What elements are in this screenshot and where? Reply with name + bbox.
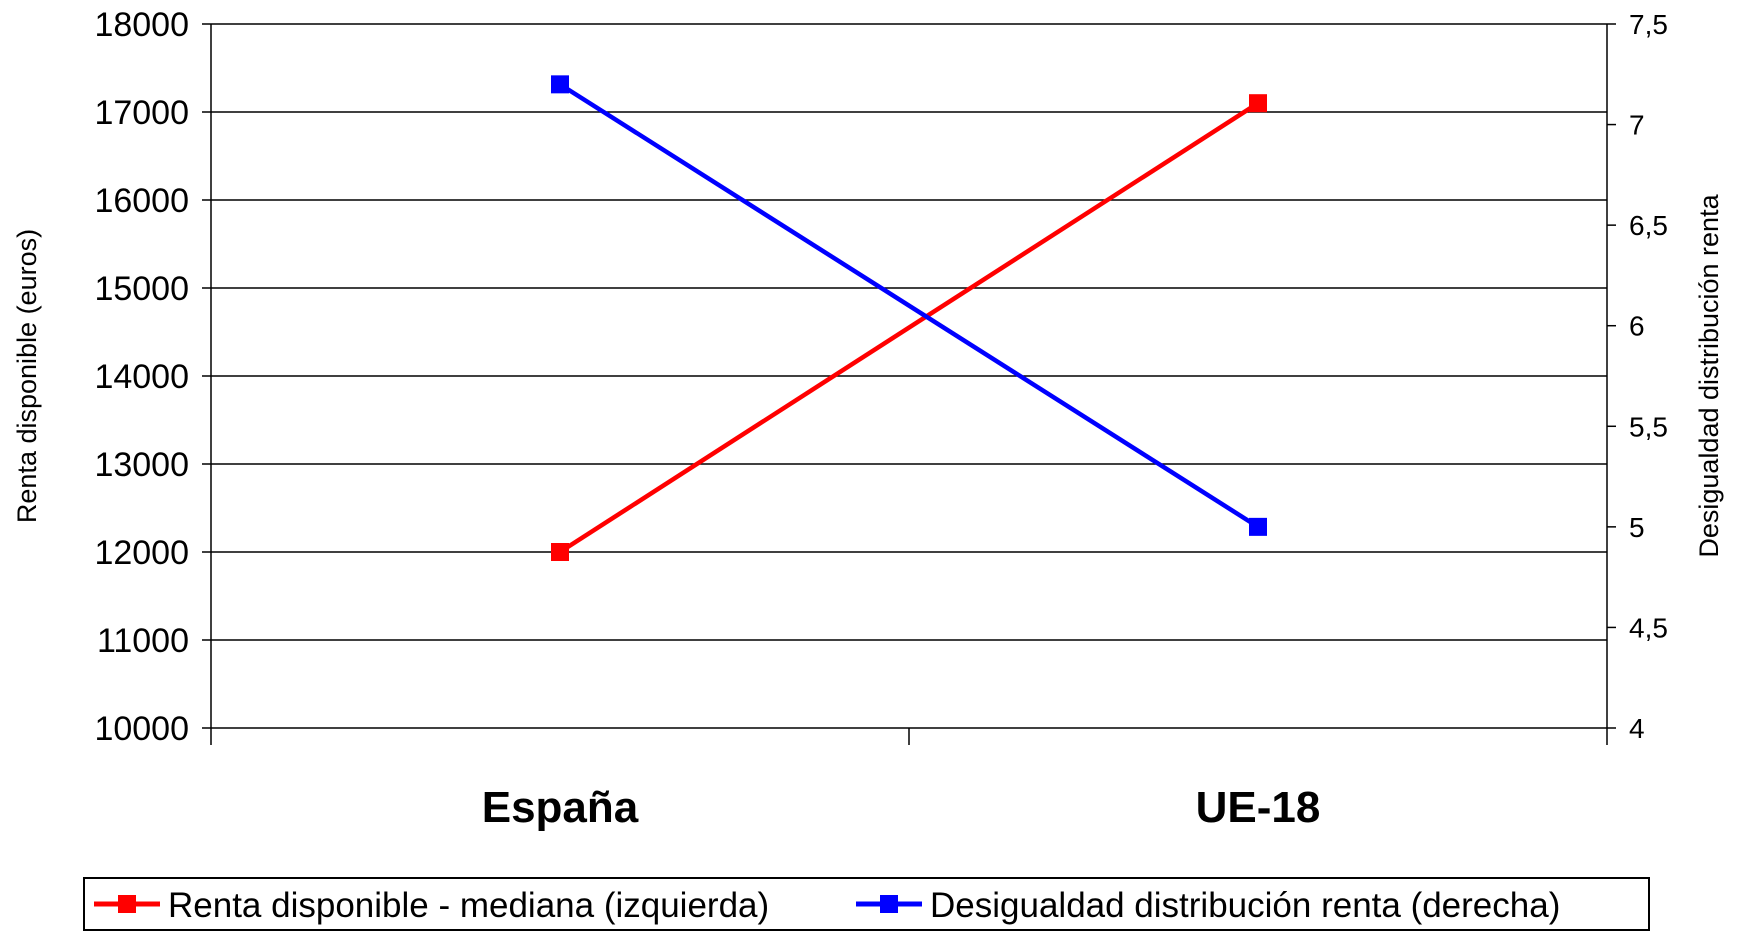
data-point-marker: [1249, 94, 1267, 113]
left-tick-label: 15000: [94, 270, 189, 308]
series-line: [558, 101, 1260, 554]
legend-label: Renta disponible - mediana (izquierda): [168, 886, 769, 925]
gridlines: [211, 23, 1607, 641]
left-tick-label: 14000: [94, 358, 189, 396]
right-tick-label: 4,5: [1629, 612, 1668, 643]
legend-marker-swatch: [880, 895, 898, 913]
data-point-marker: [551, 543, 569, 561]
right-tick-label: 6: [1629, 311, 1645, 342]
left-tick-label: 17000: [94, 94, 189, 132]
axes: [210, 24, 1608, 745]
left-tick-label: 10000: [94, 710, 189, 748]
left-tick-label: 12000: [94, 534, 189, 572]
left-tick-label: 13000: [94, 446, 189, 484]
series-lines: [551, 75, 1267, 561]
category-label: UE-18: [1196, 783, 1321, 832]
legend-marker-swatch: [118, 895, 136, 913]
left-axis-title: Renta disponible (euros): [12, 229, 42, 523]
legend: Renta disponible - mediana (izquierda) De…: [83, 877, 1650, 931]
legend-label: Desigualdad distribución renta (derecha): [930, 886, 1560, 925]
category-labels: España UE-18: [482, 783, 1321, 832]
right-tick-label: 5,5: [1629, 411, 1668, 442]
left-tick-label: 18000: [94, 6, 189, 44]
left-axis-ticks: 10000 11000 12000 13000 14000 15000 16000 17000…: [94, 6, 211, 748]
right-tick-label: 5: [1629, 512, 1645, 543]
category-label: España: [482, 783, 639, 832]
series-line: [558, 82, 1260, 529]
right-axis-title: Desigualdad distribución renta: [1694, 193, 1724, 557]
right-tick-label: 4: [1629, 713, 1645, 744]
right-tick-label: 6,5: [1629, 210, 1668, 241]
data-point-marker: [551, 75, 569, 94]
right-tick-label: 7,5: [1629, 9, 1668, 40]
left-tick-label: 16000: [94, 182, 189, 220]
left-tick-label: 11000: [97, 622, 189, 660]
right-axis-ticks: 4 4,5 5 5,5 6 6,5 7 7,5: [1607, 9, 1668, 744]
data-point-marker: [1249, 517, 1267, 536]
right-tick-label: 7: [1629, 110, 1645, 141]
